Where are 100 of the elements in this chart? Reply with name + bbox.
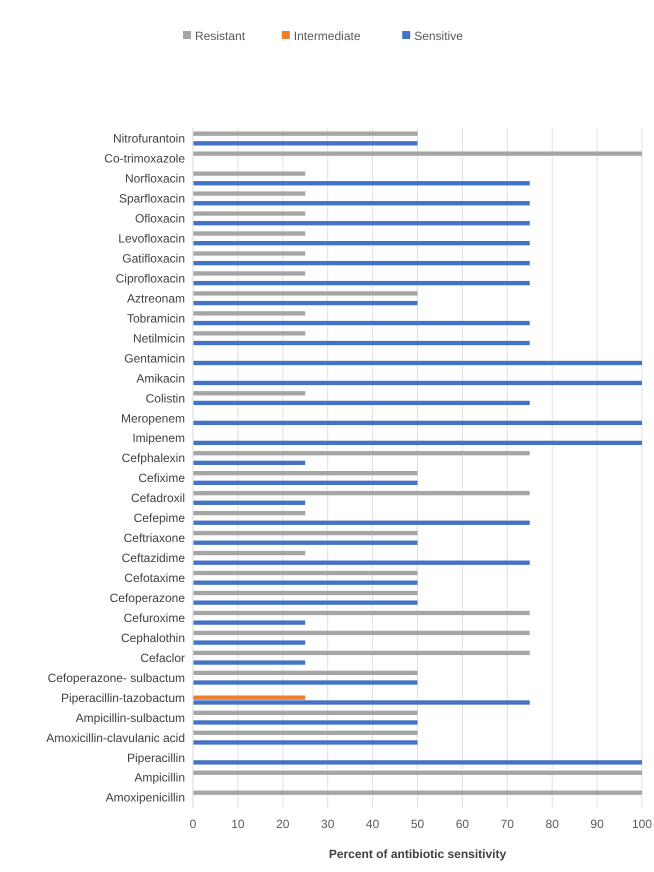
y-tick-label: Colistin	[146, 391, 185, 406]
bar	[193, 470, 418, 476]
y-tick-label: Gentamicin	[124, 351, 185, 366]
y-tick-label: Piperacillin-tazobactum	[60, 690, 185, 705]
bar	[193, 460, 306, 466]
bar	[193, 720, 418, 725]
bar	[193, 650, 530, 656]
y-tick-label: Levofloxacin	[118, 232, 185, 246]
y-tick-label: Cefphalexin	[122, 451, 185, 466]
y-tick-label: Imipenem	[132, 431, 186, 446]
bar	[193, 451, 530, 456]
bar	[193, 770, 642, 775]
bar	[193, 271, 306, 276]
y-tick-label: Nitrofurantoin	[112, 132, 185, 146]
y-tick-label: Ampicillin	[134, 770, 185, 785]
y-tick-label: Cefadroxil	[130, 491, 185, 506]
bar	[193, 660, 306, 665]
bar	[193, 151, 642, 156]
bar	[193, 280, 530, 286]
bar	[193, 530, 418, 536]
bar	[193, 590, 418, 596]
y-tick-label: Ceftazidime	[122, 551, 186, 566]
legend-label: Resistant	[195, 29, 246, 44]
bar	[193, 640, 306, 645]
bar	[193, 480, 418, 485]
bar	[193, 360, 642, 366]
bar	[193, 610, 530, 616]
y-tick-label: Amoxipenicillin	[106, 790, 185, 805]
bar	[193, 680, 418, 685]
x-tick-label: 60	[456, 817, 470, 831]
bar	[193, 331, 306, 336]
y-tick-label: Sparfloxacin	[118, 192, 185, 206]
bar	[193, 630, 530, 636]
bar	[193, 380, 642, 386]
bar	[193, 131, 418, 136]
bar	[193, 320, 530, 326]
bar	[193, 710, 418, 715]
bar	[193, 231, 306, 236]
y-tick-label: Amoxicillin-clavulanic acid	[46, 730, 185, 745]
y-tick-label: Ampicillin-sulbactum	[76, 710, 185, 725]
bar	[193, 580, 418, 585]
y-tick-label: Ceftriaxone	[124, 531, 186, 546]
bar	[193, 500, 306, 505]
y-tick-label: Amikacin	[136, 371, 185, 386]
bar	[193, 201, 530, 206]
bar	[193, 391, 306, 396]
y-tick-label: Cefuroxime	[124, 610, 186, 625]
bar	[193, 240, 530, 246]
y-tick-label: Cefoperazone	[110, 591, 186, 606]
bar	[193, 600, 418, 605]
bar	[193, 171, 306, 176]
legend-label: Intermediate	[294, 29, 361, 44]
y-tick-label: Cefaclor	[140, 650, 185, 665]
x-tick-label: 80	[546, 817, 560, 831]
y-tick-label: Norfloxacin	[124, 172, 185, 186]
bar	[193, 440, 642, 446]
y-tick-label: Cefixime	[138, 471, 186, 486]
bar	[193, 490, 530, 496]
bar	[193, 420, 642, 426]
bar	[193, 340, 530, 346]
x-tick-label: 40	[366, 817, 380, 831]
bar	[193, 560, 530, 565]
bar	[193, 730, 418, 735]
y-tick-label: Tobramicin	[126, 311, 185, 326]
bar	[193, 620, 306, 625]
bar	[193, 510, 306, 516]
x-tick-label: 90	[590, 817, 604, 831]
bar	[193, 790, 642, 795]
bar	[193, 550, 306, 556]
y-tick-label: Ofloxacin	[134, 212, 185, 226]
bar	[193, 191, 306, 196]
bar	[193, 311, 306, 316]
x-tick-label: 70	[500, 817, 514, 831]
x-tick-label: 100	[632, 817, 652, 831]
bar	[193, 291, 418, 296]
bar	[193, 695, 306, 700]
x-tick-label: 20	[276, 817, 290, 831]
bar	[193, 760, 642, 765]
bar	[193, 740, 418, 745]
y-tick-label: Gatifloxacin	[122, 252, 185, 266]
y-tick-label: Netilmicin	[132, 331, 185, 346]
bar	[193, 260, 530, 266]
bar	[193, 251, 306, 256]
bar	[193, 211, 306, 216]
bar	[193, 570, 418, 576]
bar	[193, 181, 530, 186]
bar	[193, 700, 530, 705]
legend-label: Sensitive	[414, 29, 464, 44]
x-tick-label: 30	[321, 817, 335, 831]
y-tick-label: Ciprofloxacin	[116, 271, 185, 286]
y-tick-label: Co-trimoxazole	[104, 152, 186, 166]
bar	[193, 141, 418, 146]
bar	[193, 540, 418, 545]
y-tick-label: Aztreonam	[126, 291, 185, 306]
bar	[193, 520, 530, 525]
bar	[193, 670, 418, 676]
y-tick-label: Cephalothin	[120, 630, 185, 645]
y-tick-label: Piperacillin	[126, 750, 185, 765]
x-tick-label: 10	[231, 817, 245, 831]
y-tick-label: Meropenem	[120, 411, 186, 426]
